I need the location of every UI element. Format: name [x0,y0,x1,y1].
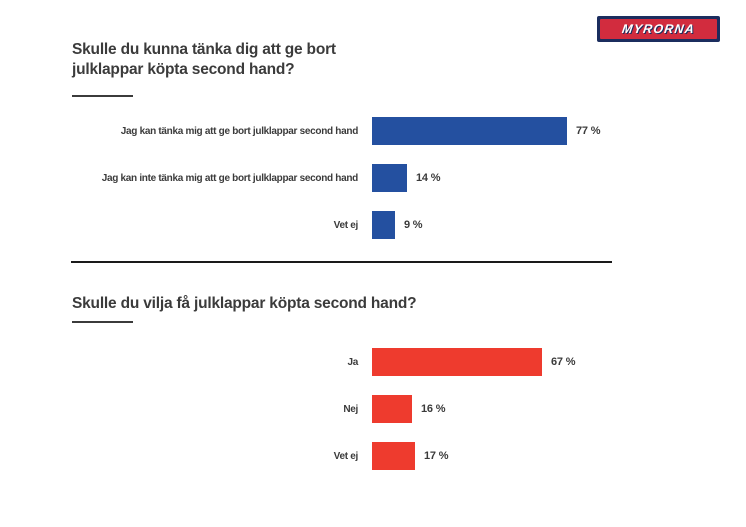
bar-label: Ja [347,356,358,368]
chart-2-row-2: Nej 16 % [60,395,575,423]
bar [372,211,395,239]
chart-2-row-3: Vet ej 17 % [60,442,575,470]
myrorna-logo-band: MYRORNA [600,19,717,39]
title-1-underline [72,95,133,97]
bar-value: 14 % [416,172,441,184]
bar-value: 17 % [424,450,449,462]
bar-label: Vet ej [333,219,359,231]
bar-value: 67 % [551,356,576,368]
bar-label: Jag kan tänka mig att ge bort julklappar… [120,125,359,137]
bar [372,348,542,376]
bar-label: Vet ej [333,450,359,462]
bar-value: 9 % [404,219,423,231]
chart-2-row-1: Ja 67 % [60,348,575,376]
chart-1-row-3: Vet ej 9 % [60,211,600,239]
bar [372,395,412,423]
bar-label: Jag kan inte tänka mig att ge bort julkl… [101,172,359,184]
bar-label: Nej [343,403,358,415]
question-2-title: Skulle du vilja få julklappar köpta seco… [72,295,417,312]
myrorna-logo-text: MYRORNA [621,21,697,36]
section-divider [71,261,612,263]
bar [372,117,567,145]
bar-value: 77 % [576,125,601,137]
chart-1: Jag kan tänka mig att ge bort julklappar… [60,117,600,239]
title-2-underline [72,321,133,323]
question-1-title: Skulle du kunna tänka dig att ge bort ju… [72,41,336,79]
chart-2: Ja 67 % Nej 16 % Vet ej 17 % [60,348,575,470]
chart-1-row-1: Jag kan tänka mig att ge bort julklappar… [60,117,600,145]
bar [372,164,407,192]
bar [372,442,415,470]
chart-1-row-2: Jag kan inte tänka mig att ge bort julkl… [60,164,600,192]
bar-value: 16 % [421,403,446,415]
myrorna-logo: MYRORNA [597,16,720,42]
